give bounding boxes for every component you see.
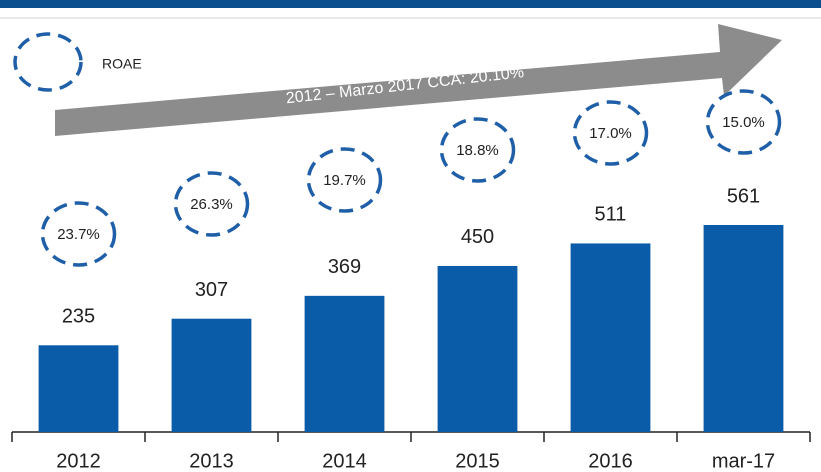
bar xyxy=(38,345,119,432)
legend-label: ROAE xyxy=(102,56,142,72)
legend-symbol xyxy=(13,32,83,92)
bar xyxy=(570,243,651,432)
x-tick-label: 2012 xyxy=(56,450,101,472)
roae-label: 26.3% xyxy=(190,196,233,213)
value-label: 511 xyxy=(595,204,627,226)
top-band xyxy=(0,0,821,8)
x-tick-label: 2016 xyxy=(588,450,633,472)
roae-circle xyxy=(705,89,782,155)
roae-label: 19.7% xyxy=(323,172,366,189)
roae-circle xyxy=(306,147,383,213)
roae-label: 17.0% xyxy=(589,125,632,142)
value-label: 307 xyxy=(195,279,228,301)
bar xyxy=(304,295,385,432)
value-label: 450 xyxy=(461,226,494,248)
bar xyxy=(703,224,784,432)
x-tick-label: 2015 xyxy=(455,450,500,472)
x-tick-label: 2014 xyxy=(322,450,367,472)
value-label: 235 xyxy=(62,306,95,328)
roae-label: 23.7% xyxy=(57,226,100,243)
bar xyxy=(437,265,518,432)
roae-circle xyxy=(572,100,649,166)
value-label: 369 xyxy=(328,256,361,278)
x-tick-label: mar-17 xyxy=(712,450,775,472)
roae-label: 15.0% xyxy=(722,114,765,131)
bar xyxy=(171,318,252,432)
roae-label: 18.8% xyxy=(456,142,499,159)
x-tick-label: 2013 xyxy=(189,450,234,472)
roae-circle xyxy=(439,117,516,183)
value-label: 561 xyxy=(727,185,760,207)
growth-arrow xyxy=(55,24,782,136)
roae-circle xyxy=(173,171,250,237)
roae-circle xyxy=(40,201,117,267)
